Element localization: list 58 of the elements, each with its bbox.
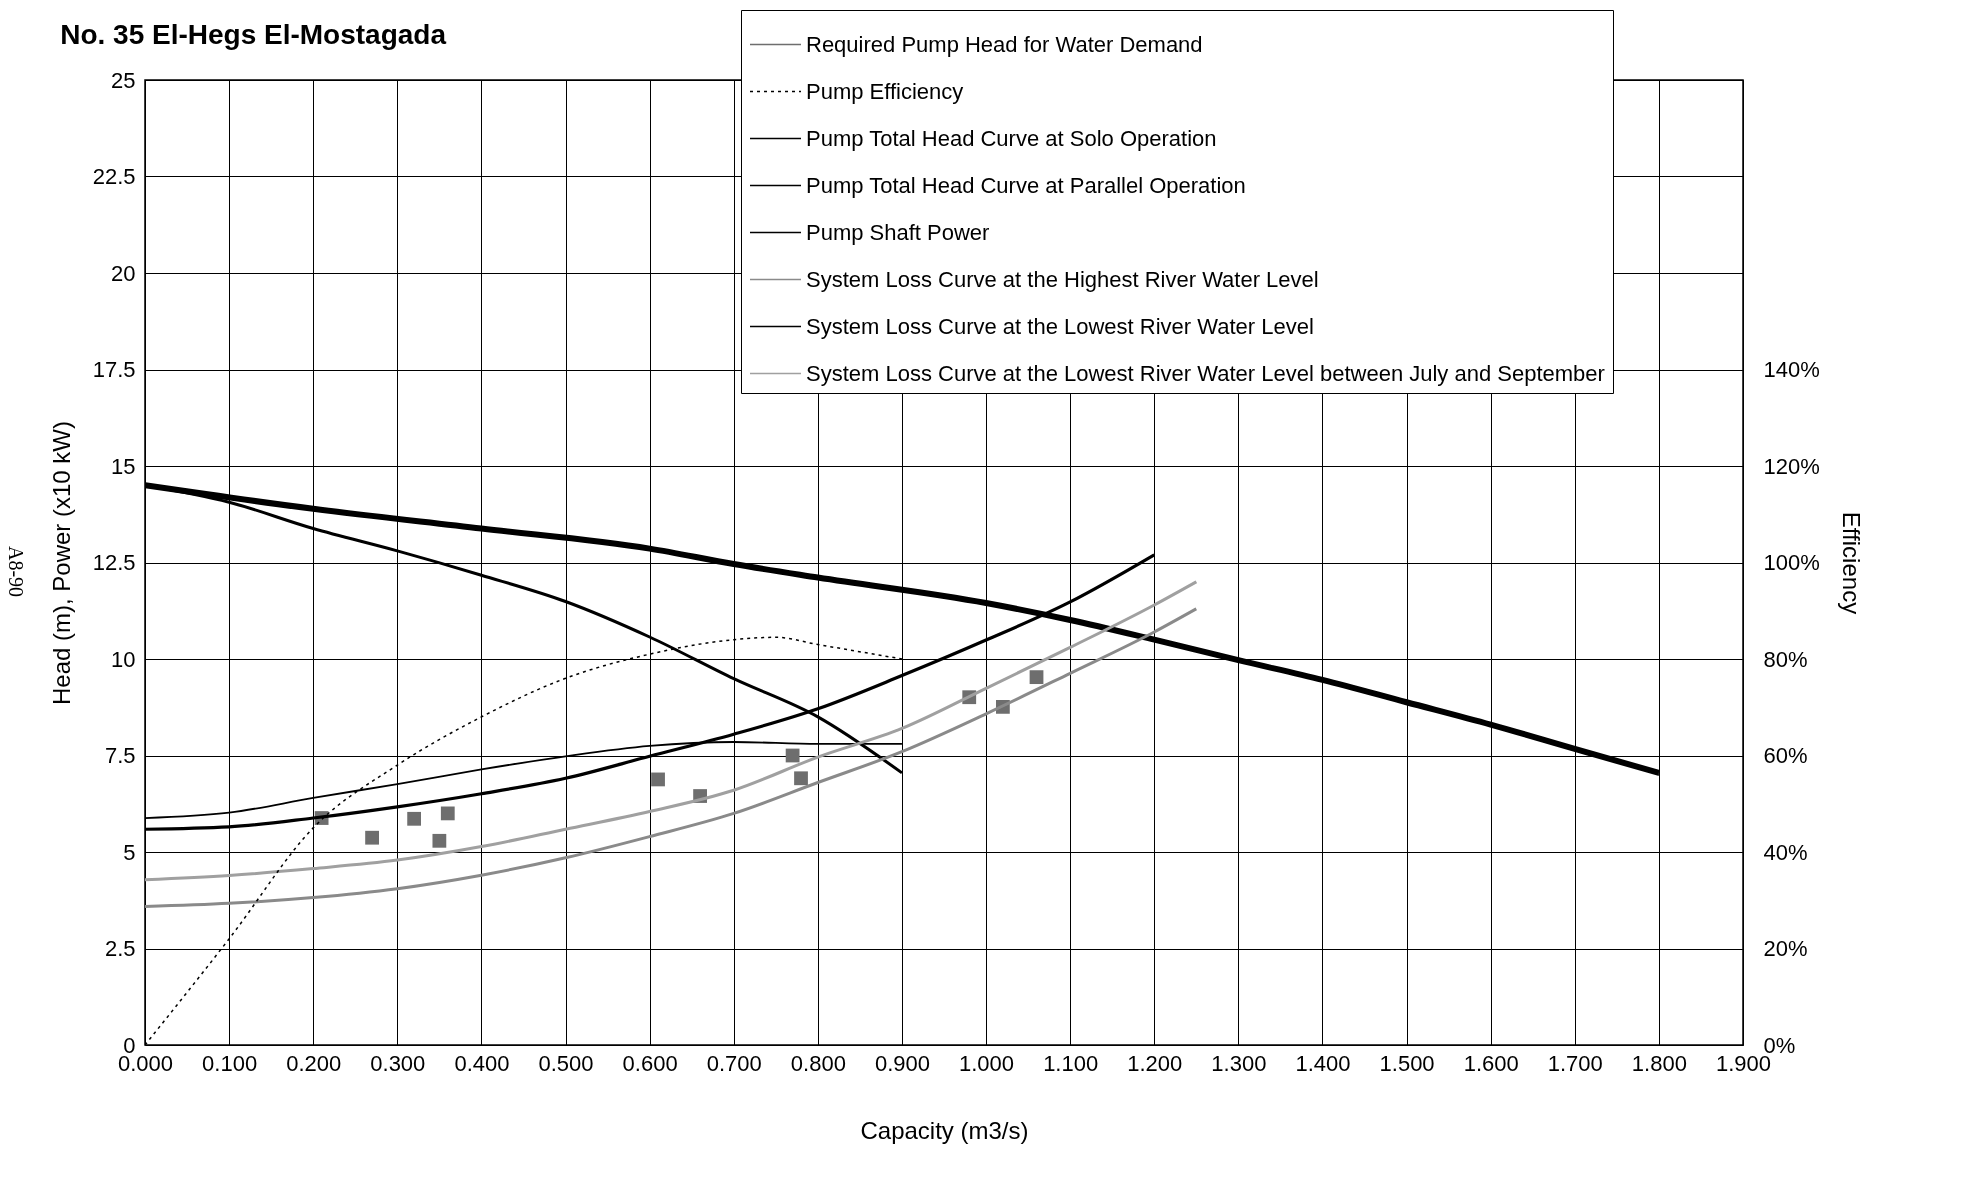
legend-label: Pump Shaft Power xyxy=(806,219,990,245)
line-series xyxy=(145,580,1198,882)
y-tick-label: 10 xyxy=(111,646,136,672)
y2-tick-label: 20% xyxy=(1763,936,1808,961)
legend-label: Pump Total Head Curve at Parallel Operation xyxy=(806,172,1246,198)
x-tick-label: 1.000 xyxy=(959,1050,1015,1076)
y2-tick-label: 40% xyxy=(1763,839,1808,865)
x-tick-label: 0.900 xyxy=(874,1050,930,1076)
x-tick-label: 0.700 xyxy=(706,1050,762,1076)
text: A8-90 xyxy=(4,545,28,598)
y2-tick-label: 140% xyxy=(1763,357,1820,382)
point xyxy=(407,811,422,826)
x-tick-label: 1.600 xyxy=(1463,1050,1519,1076)
x-tick-label: 1.300 xyxy=(1211,1050,1267,1076)
x-tick-label: 0.600 xyxy=(622,1050,678,1076)
y-tick-label: 22.5 xyxy=(92,164,136,189)
point xyxy=(794,771,808,786)
y2-tick-label: 80% xyxy=(1763,646,1808,672)
y-tick-label: 5 xyxy=(123,839,136,865)
x-tick-label: 1.400 xyxy=(1295,1050,1351,1076)
y-tick-label: 17.5 xyxy=(92,357,136,382)
y-tick-label: 20 xyxy=(111,260,136,286)
legend-label: Pump Total Head Curve at Solo Operation xyxy=(806,125,1217,151)
y-axis-title: Head (m), Power (x10 kW) xyxy=(47,420,75,706)
point xyxy=(432,833,447,848)
x-axis-title: Capacity (m3/s) xyxy=(860,1116,1029,1144)
y2-tick-label: 120% xyxy=(1763,453,1820,479)
point xyxy=(1029,670,1044,685)
x-tick-label: 0.300 xyxy=(370,1050,426,1076)
y-tick-label: 7.5 xyxy=(104,743,136,768)
line-series xyxy=(145,607,1198,908)
y-tick-label: 2.5 xyxy=(104,936,136,961)
y-tick-label: 12.5 xyxy=(92,550,136,575)
legend-label: System Loss Curve at the Highest River Water Level xyxy=(806,266,1319,292)
y2-tick-label: 60% xyxy=(1763,743,1808,768)
chart-title: No. 35 El-Hegs El-Mostagada xyxy=(60,18,447,50)
point xyxy=(785,748,800,763)
point xyxy=(651,772,665,787)
x-tick-label: 1.200 xyxy=(1127,1050,1183,1076)
legend-label: Pump Efficiency xyxy=(806,78,964,104)
legend-label: System Loss Curve at the Lowest River Water Level xyxy=(806,313,1314,339)
legend-label: Required Pump Head for Water Demand xyxy=(806,31,1203,57)
x-tick-label: 0.400 xyxy=(454,1050,510,1076)
legend-label: System Loss Curve at the Lowest River Water Level between July and September xyxy=(806,360,1605,386)
x-tick-label: 1.700 xyxy=(1547,1050,1603,1076)
y2-axis-title: Efficiency xyxy=(1837,511,1865,615)
y-tick-label: 15 xyxy=(111,453,136,479)
x-tick-label: 1.500 xyxy=(1379,1050,1435,1076)
x-tick-label: 1.800 xyxy=(1631,1050,1687,1076)
x-tick-label: 0.200 xyxy=(286,1050,342,1076)
x-tick-label: 1.100 xyxy=(1043,1050,1099,1076)
y-tick-label: 25 xyxy=(111,67,136,93)
x-tick-label: 0.800 xyxy=(790,1050,846,1076)
point xyxy=(440,806,455,821)
point xyxy=(365,830,379,845)
x-tick-label: 0.500 xyxy=(538,1050,594,1076)
x-tick-label: 0.100 xyxy=(202,1050,258,1076)
y2-tick-label: 100% xyxy=(1763,550,1820,575)
